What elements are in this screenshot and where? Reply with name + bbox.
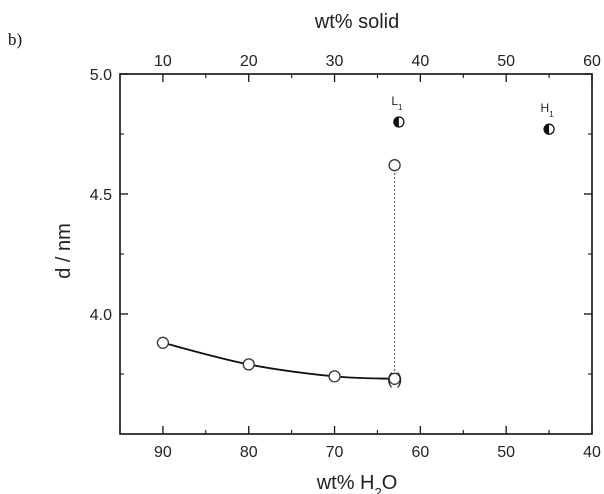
y-tick-label: 4.0 xyxy=(90,307,112,324)
fit-curve xyxy=(162,341,395,380)
top-tick-label: 40 xyxy=(411,53,429,70)
plot-frame xyxy=(119,73,593,435)
marker-fill xyxy=(393,117,399,127)
top-axis-title: wt% solid xyxy=(314,11,399,33)
y-axis-title: d / nm xyxy=(53,223,75,279)
bottom-tick-label: 60 xyxy=(411,444,429,461)
y-tick-label: 5.0 xyxy=(90,67,112,84)
plot-border xyxy=(119,73,593,435)
bottom-axis-title: wt% H2O xyxy=(316,472,398,494)
data-points: ( ) L1 H1 xyxy=(156,94,555,388)
data-point xyxy=(328,370,341,383)
phase-label: L1 xyxy=(391,94,403,112)
bottom-tick-label: 50 xyxy=(497,444,515,461)
half-filled-point xyxy=(393,116,405,128)
marker-fill xyxy=(544,124,550,135)
phase-label: H1 xyxy=(541,101,555,119)
top-tick-label: 30 xyxy=(326,53,344,70)
data-point xyxy=(388,159,401,172)
top-tick-label: 50 xyxy=(497,53,515,70)
top-tick-label: 20 xyxy=(240,53,258,70)
data-point xyxy=(156,336,170,349)
bottom-tick-label: 80 xyxy=(240,444,258,461)
data-point xyxy=(242,358,255,371)
bottom-tick-label: 90 xyxy=(154,444,172,461)
point-annotation: ( ) xyxy=(387,371,402,388)
y-tick-label: 4.5 xyxy=(90,187,112,204)
fit-curve-layer xyxy=(162,165,396,380)
top-tick-label: 10 xyxy=(154,53,172,70)
data-point xyxy=(388,372,401,385)
tick-labels: 90 80 70 60 50 40 10 20 30 40 50 60 4.0 4.5 5.0 xyxy=(90,53,601,461)
bottom-tick-label: 40 xyxy=(583,444,601,461)
axis-titles: wt% solid wt% H2O d / nm xyxy=(53,11,399,494)
top-tick-label: 60 xyxy=(583,53,601,70)
axis-ticks xyxy=(119,73,593,434)
bottom-tick-label: 70 xyxy=(326,444,344,461)
half-filled-point xyxy=(543,123,555,135)
panel-label: b) xyxy=(8,30,23,49)
